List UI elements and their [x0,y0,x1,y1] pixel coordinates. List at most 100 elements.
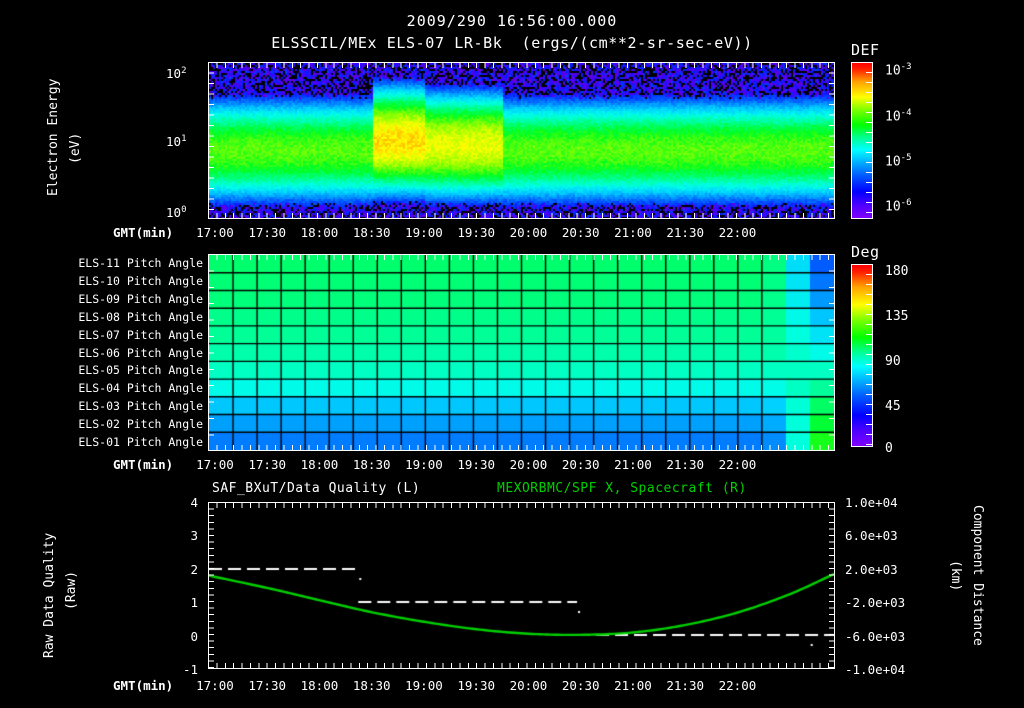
xtick-label: 18:00 [300,457,339,472]
pitch-row-label: ELS-09 Pitch Angle [78,291,203,306]
pitch-row-label: ELS-06 Pitch Angle [78,345,203,360]
panel1-ytick-10: 101 [166,134,187,150]
xtick-label: 20:00 [509,225,548,240]
y-tick-marks [829,502,835,669]
panel1-top-ticks [208,62,835,68]
pitch-row-label: ELS-02 Pitch Angle [78,417,203,432]
xtick-label: 21:00 [614,225,652,240]
colorbar1-label-2: 10-5 [885,153,912,170]
colorbar2-label-135: 135 [885,309,909,324]
panel3-title-right: MEXORBMC/SPF X, Spacecraft (R) [497,481,747,496]
panel3-ytick-right: 6.0e+03 [845,528,898,544]
xtick-label: 20:30 [561,225,600,240]
xtick-label: 18:00 [300,678,339,693]
panel3-ytick-right: 1.0e+04 [845,495,898,510]
xtick-label: 18:00 [300,225,339,240]
xtick-label: 20:30 [561,678,600,693]
panel1-xlabel: GMT(min) [113,225,174,240]
panel2-bottom-ticks [208,445,835,451]
panel1-ylabel-line1: Electron Energy [46,78,61,196]
xtick-label: 18:30 [352,457,391,472]
panel3-title-left: SAF_BXuT/Data Quality (L) [212,481,421,496]
panel1-ytick-100: 102 [166,66,187,82]
xtick-label: 19:30 [457,678,496,693]
panel3-ytick-right: -1.0e+04 [845,662,906,677]
panel1-bottom-ticks [208,213,835,219]
panel3-ytick-left: 0 [190,628,198,644]
colorbar2-label-180: 180 [885,264,909,279]
xtick-label: 17:00 [196,225,234,240]
xtick-label: 17:30 [248,678,287,693]
pitch-angle-image[interactable] [209,255,834,450]
panel1-ylabel-line2: (eV) [68,132,83,164]
colorbar2-label-90: 90 [885,354,901,369]
y-tick-marks [208,62,214,219]
xtick-label: 17:30 [248,225,287,240]
panel3-xlabel: GMT(min) [113,678,174,693]
panel3-ylabel-left-line1: Raw Data Quality [42,532,57,658]
xtick-label: 17:00 [196,457,234,472]
panel3-ytick-left: 4 [190,495,198,510]
panel3-ytick-right: 2.0e+03 [845,561,898,577]
colorbar1-label-0: 10-3 [885,62,912,79]
xtick-label: 18:30 [352,225,391,240]
spectrogram-image[interactable] [209,63,834,218]
panel3-ylabel-left-line2: (Raw) [64,570,79,610]
xtick-label: 20:00 [509,678,548,693]
panel3-top-ticks [208,502,835,508]
panel3-ytick-left: 3 [190,528,198,544]
xtick-label: 19:00 [405,678,443,693]
colorbar2[interactable] [851,264,873,447]
pitch-row-label: ELS-03 Pitch Angle [78,399,203,414]
xtick-label: 21:00 [614,678,652,693]
pitch-row-label: ELS-07 Pitch Angle [78,327,203,342]
xtick-label: 17:30 [248,457,287,472]
colorbar1-label-3: 10-6 [885,198,912,215]
xtick-label: 19:00 [405,225,443,240]
panel3-ytick-left: -1 [182,662,198,677]
xtick-label: 21:30 [666,457,705,472]
panel-electron-energy-spectrogram [208,62,835,219]
panel2-top-ticks [208,254,835,260]
xtick-label: 19:30 [457,225,496,240]
pitch-row-label: ELS-08 Pitch Angle [78,309,203,324]
panel3-ytick-right: -2.0e+03 [845,595,906,611]
pitch-row-label: ELS-05 Pitch Angle [78,363,203,378]
xtick-label: 22:00 [718,225,757,240]
pitch-row-label: ELS-01 Pitch Angle [78,435,203,450]
xtick-label: 22:00 [718,678,757,693]
data-quality-plot[interactable] [209,503,834,668]
xtick-label: 19:00 [405,457,443,472]
panel3-ylabel-right-line2: (km) [948,560,963,592]
panel2-xlabel: GMT(min) [113,457,174,472]
xtick-label: 17:00 [196,678,234,693]
xtick-label: 21:30 [666,678,705,693]
colorbar1-title: DEF [851,41,880,59]
colorbar2-title: Deg [851,243,880,261]
colorbar1-label-1: 10-4 [885,108,912,125]
xtick-label: 19:30 [457,457,496,472]
panel3-bottom-ticks [208,663,835,669]
y-tick-marks [829,254,835,451]
xtick-label: 20:00 [509,457,548,472]
pitch-row-label: ELS-10 Pitch Angle [78,273,203,288]
colorbar2-label-0: 0 [885,441,893,456]
panel3-ytick-left: 2 [190,561,198,577]
xtick-label: 21:00 [614,457,652,472]
page-title: 2009/290 16:56:00.000 [406,12,618,30]
xtick-label: 20:30 [561,457,600,472]
xtick-label: 21:30 [666,225,705,240]
y-tick-marks [829,62,835,219]
pitch-row-label: ELS-11 Pitch Angle [78,255,203,270]
pitch-row-label: ELS-04 Pitch Angle [78,381,203,396]
panel1-ytick-1: 100 [166,205,187,221]
panel-pitch-angle [208,254,835,451]
xtick-label: 22:00 [718,457,757,472]
colorbar2-label-45: 45 [885,399,901,414]
y-tick-marks [208,254,214,451]
colorbar1[interactable] [851,62,873,219]
page-subtitle: ELSSCIL/MEx ELS-07 LR-Bk (ergs/(cm**2-sr… [271,34,753,52]
xtick-label: 18:30 [352,678,391,693]
y-tick-marks [208,502,214,669]
panel3-ytick-right: -6.0e+03 [845,628,906,644]
